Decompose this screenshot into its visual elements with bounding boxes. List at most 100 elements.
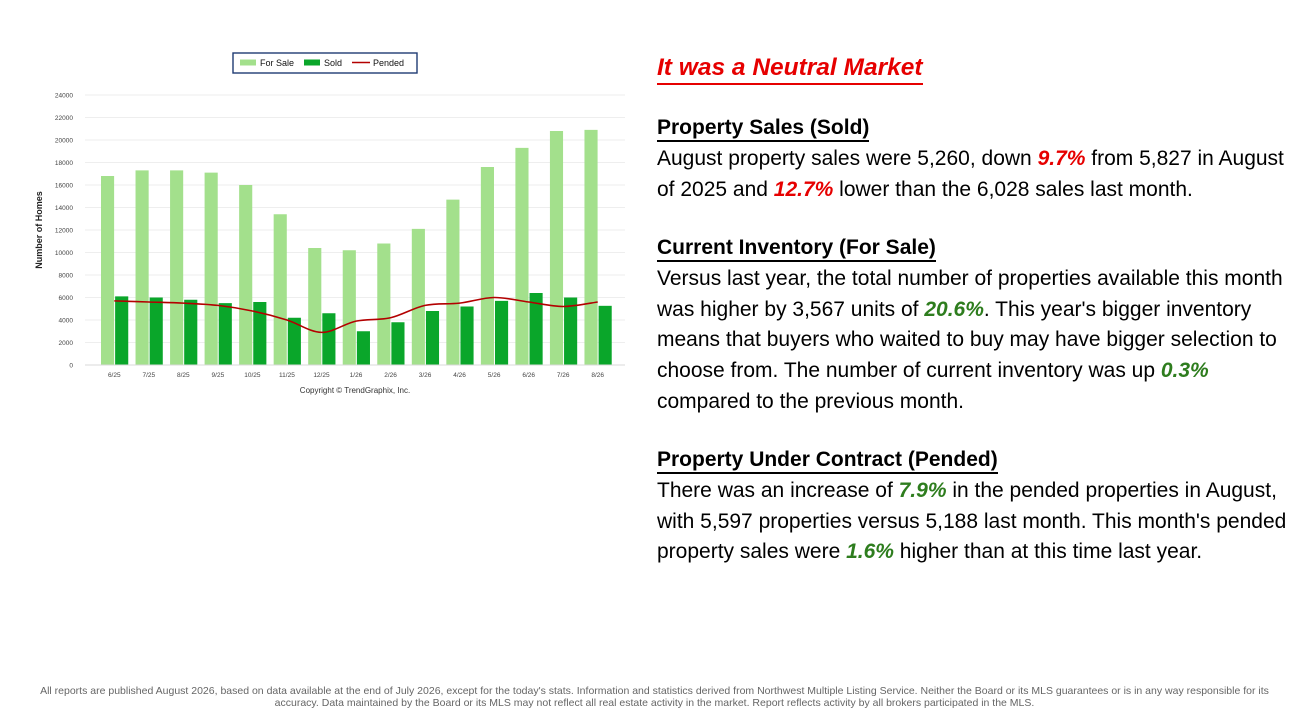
inventory-section: Current Inventory (For Sale) Versus last…: [657, 235, 1287, 417]
sold-text-3: lower than the 6,028 sales last month.: [833, 177, 1193, 201]
chart-legend: For Sale Sold Pended: [232, 52, 418, 74]
x-tick-label: 4/26: [453, 372, 466, 379]
x-tick-label: 10/25: [244, 372, 261, 379]
bar-for-sale: [480, 167, 494, 365]
y-tick-label: 24000: [55, 92, 73, 99]
bar-sold: [149, 297, 163, 365]
bar-for-sale: [377, 243, 391, 365]
y-tick-label: 18000: [55, 160, 73, 167]
bar-sold: [322, 313, 336, 365]
bar-for-sale: [101, 176, 115, 365]
sold-section: Property Sales (Sold) August property sa…: [657, 115, 1287, 205]
bar-sold: [218, 303, 232, 365]
bar-sold: [391, 322, 405, 365]
x-tick-label: 12/25: [313, 372, 330, 379]
sold-section-title: Property Sales (Sold): [657, 115, 870, 142]
bar-for-sale: [204, 172, 218, 365]
y-tick-label: 14000: [55, 205, 73, 212]
y-tick-label: 10000: [55, 250, 73, 257]
x-tick-label: 3/26: [419, 372, 432, 379]
x-tick-label: 5/26: [488, 372, 501, 379]
legend-label-pended: Pended: [373, 58, 404, 68]
y-tick-label: 6000: [59, 295, 74, 302]
bar-for-sale: [584, 129, 598, 365]
y-tick-label: 12000: [55, 227, 73, 234]
x-tick-label: 2/26: [384, 372, 397, 379]
homes-chart: 0 2000 4000 6000 8000 10000 12000 14000 16000 180…: [20, 45, 635, 405]
bar-sold: [529, 293, 543, 365]
pended-text-1: There was an increase of: [657, 479, 899, 503]
bar-sold: [460, 306, 474, 365]
chart-svg: 0 2000 4000 6000 8000 10000 12000 14000 16000 180…: [34, 52, 625, 395]
pended-section-title: Property Under Contract (Pended): [657, 447, 998, 475]
x-tick-label: 7/26: [557, 372, 570, 379]
x-axis-ticks: 6/25 7/25 8/25 9/25 10/25 11/25 12/25 1/26 2/26 3…: [108, 372, 605, 379]
sold-section-body: August property sales were 5,260, down 9…: [657, 144, 1287, 205]
legend-swatch-sold: [304, 59, 320, 66]
y-tick-label: 22000: [55, 115, 73, 122]
y-axis-title: Number of Homes: [34, 191, 44, 269]
bar-sold: [598, 305, 612, 365]
y-tick-label: 4000: [59, 317, 74, 324]
chart-bars: [101, 129, 612, 365]
bar-for-sale: [239, 185, 253, 365]
bar-for-sale: [411, 228, 425, 365]
legend-box: [232, 52, 418, 74]
sold-text-1: August property sales were 5,260, down: [657, 147, 1038, 170]
pended-percent-month: 7.9%: [898, 479, 947, 503]
disclaimer-footer: All reports are published August 2026, b…: [40, 685, 1269, 709]
x-tick-label: 1/26: [350, 372, 363, 379]
pended-percent-year: 1.6%: [846, 540, 894, 564]
pended-section-body: There was an increase of 7.9% in the pen…: [657, 476, 1287, 568]
sold-text-2: from 5,827 in August of 2025 and: [657, 147, 1284, 201]
bar-sold: [425, 311, 440, 365]
bar-sold: [184, 299, 198, 365]
bar-sold: [356, 331, 370, 365]
inventory-percent-month: 0.3%: [1160, 358, 1209, 382]
bar-for-sale: [515, 147, 529, 365]
sold-percent-month: 12.7%: [773, 177, 834, 201]
inventory-percent-year: 20.6%: [924, 297, 984, 321]
y-tick-label: 8000: [59, 272, 74, 279]
x-tick-label: 6/25: [108, 372, 121, 379]
x-tick-label: 9/25: [212, 372, 225, 379]
bar-sold: [287, 317, 301, 365]
legend-swatch-for-sale: [240, 59, 256, 66]
x-tick-label: 7/25: [142, 372, 155, 379]
bar-for-sale: [308, 248, 322, 365]
bar-sold: [115, 296, 129, 365]
pended-text-3: higher than at this time last year.: [893, 540, 1203, 564]
legend-label-sold: Sold: [324, 58, 342, 68]
pended-section: Property Under Contract (Pended) There w…: [657, 447, 1287, 568]
x-tick-label: 8/26: [591, 372, 604, 379]
bar-sold: [253, 302, 267, 365]
legend-label-for-sale: For Sale: [260, 58, 294, 68]
inventory-text-1: Versus last year, the total number of pr…: [657, 267, 1283, 321]
inventory-section-title: Current Inventory (For Sale): [657, 235, 936, 263]
series-line-pended: [114, 296, 598, 334]
x-tick-label: 11/25: [279, 372, 295, 379]
bar-for-sale: [170, 170, 184, 365]
inventory-text-3: compared to the previous month.: [657, 389, 965, 413]
bar-for-sale: [342, 250, 356, 365]
inventory-section-body: Versus last year, the total number of pr…: [657, 264, 1287, 417]
bar-for-sale: [273, 214, 287, 365]
bar-sold: [494, 300, 509, 365]
y-axis-ticks: 0 2000 4000 6000 8000 10000 12000 14000 16000 180…: [55, 92, 73, 369]
market-summary-panel: It was a Neutral Market Property Sales (…: [657, 52, 1287, 568]
y-tick-label: 0: [69, 362, 73, 369]
y-tick-label: 20000: [55, 137, 73, 144]
sold-percent-year: 9.7%: [1037, 147, 1086, 170]
bar-for-sale: [135, 170, 149, 365]
x-tick-label: 6/26: [522, 372, 535, 379]
y-tick-label: 2000: [59, 340, 74, 347]
bar-sold: [564, 297, 578, 365]
pended-text-2: in the pended properties in August, with…: [657, 479, 1287, 564]
x-tick-label: 8/25: [177, 372, 190, 379]
bar-for-sale: [549, 131, 564, 365]
chart-copyright: Copyright © TrendGraphix, Inc.: [300, 386, 410, 395]
y-tick-label: 16000: [55, 182, 73, 189]
inventory-text-2: . This year's bigger inventory means tha…: [657, 297, 1277, 382]
bar-for-sale: [446, 199, 460, 365]
page-headline: It was a Neutral Market: [657, 52, 923, 85]
